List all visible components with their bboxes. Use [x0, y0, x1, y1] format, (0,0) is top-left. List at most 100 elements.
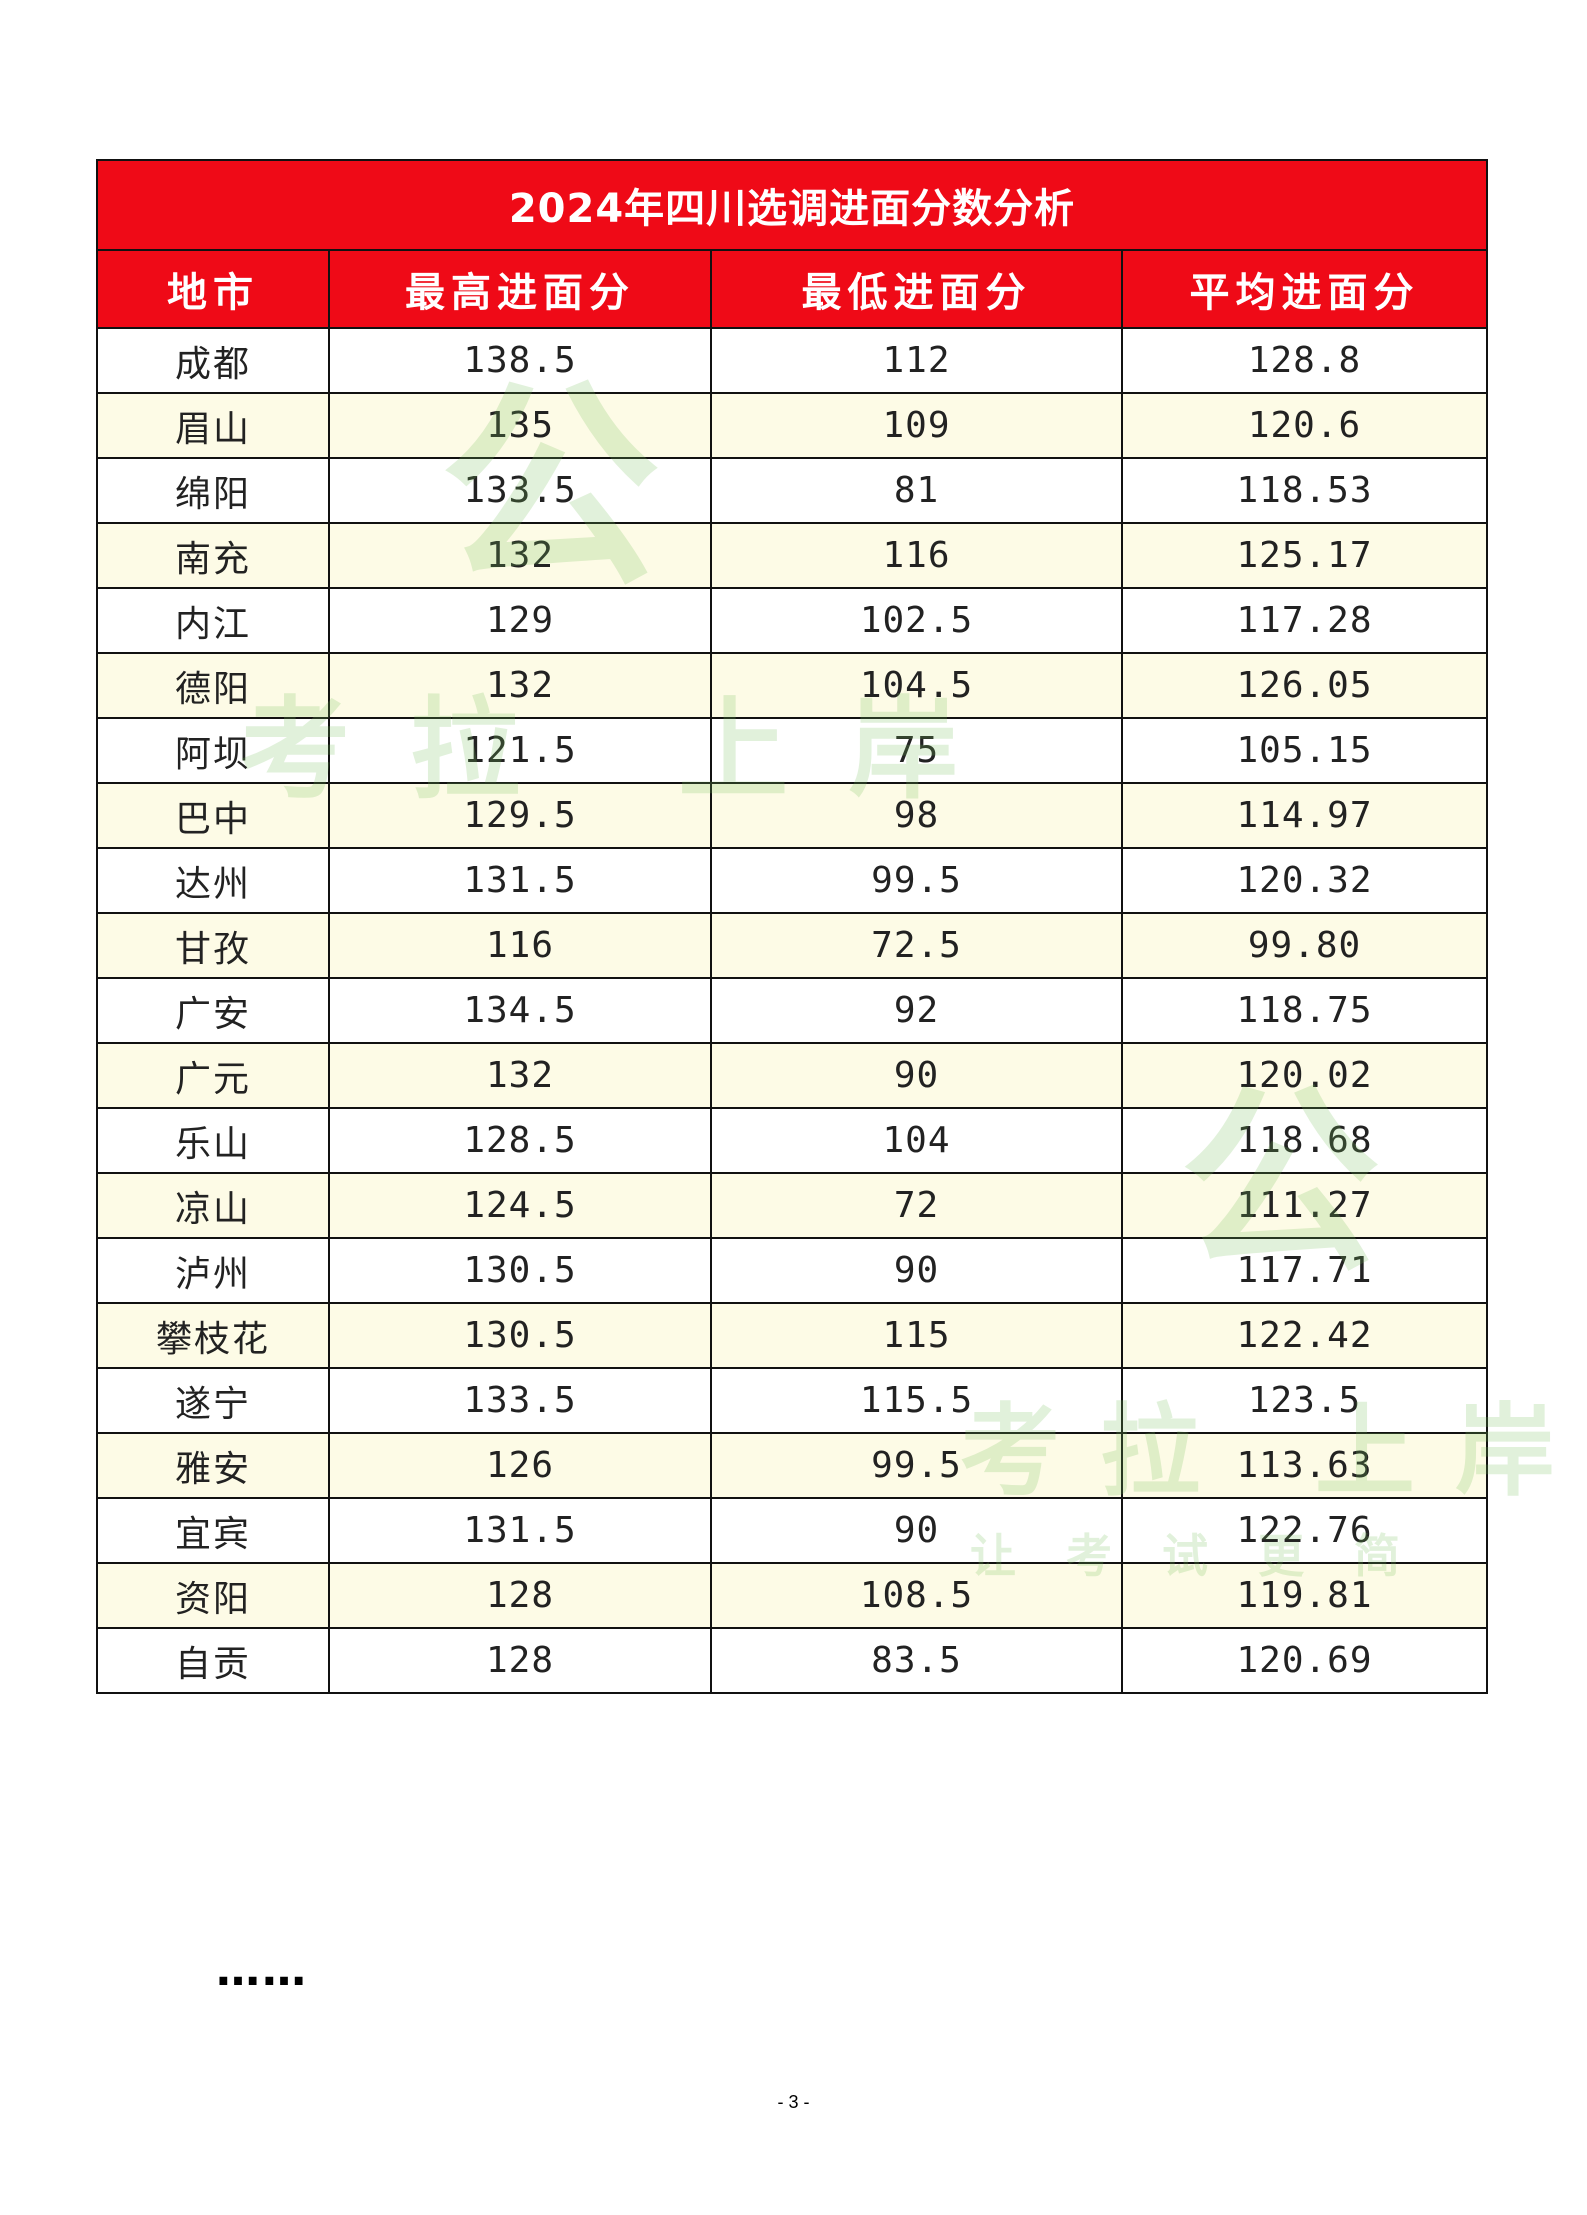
city-cell: 甘孜 [96, 912, 330, 979]
min-score-cell: 72 [710, 1172, 1123, 1239]
min-score-cell: 81 [710, 457, 1123, 524]
max-score-cell: 129.5 [328, 782, 712, 849]
table-row: 成都 138.5 112 128.8 [96, 327, 1489, 394]
min-score-cell: 90 [710, 1497, 1123, 1564]
min-score-cell: 83.5 [710, 1627, 1123, 1694]
city-cell: 广安 [96, 977, 330, 1044]
table-title: 2024年四川选调进面分数分析 [95, 159, 1489, 251]
table-row: 南充 132 116 125.17 [96, 522, 1489, 589]
city-cell: 巴中 [96, 782, 330, 849]
city-cell: 乐山 [96, 1107, 330, 1174]
avg-score-cell: 113.63 [1120, 1432, 1489, 1499]
table-row: 内江 129 102.5 117.28 [96, 587, 1489, 654]
avg-score-cell: 117.28 [1120, 587, 1489, 654]
ellipsis: …… [216, 1945, 308, 1996]
min-score-cell: 112 [710, 327, 1123, 394]
table-row: 达州 131.5 99.5 120.32 [96, 847, 1489, 914]
city-cell: 德阳 [96, 652, 330, 719]
min-score-cell: 98 [710, 782, 1123, 849]
max-score-cell: 130.5 [328, 1237, 712, 1304]
column-header-max-score: 最高进面分 [328, 249, 712, 329]
table-row: 宜宾 131.5 90 122.76 [96, 1497, 1489, 1564]
city-cell: 南充 [96, 522, 330, 589]
max-score-cell: 124.5 [328, 1172, 712, 1239]
max-score-cell: 133.5 [328, 1367, 712, 1434]
min-score-cell: 109 [710, 392, 1123, 459]
min-score-cell: 92 [710, 977, 1123, 1044]
city-cell: 阿坝 [96, 717, 330, 784]
city-cell: 雅安 [96, 1432, 330, 1499]
max-score-cell: 128 [328, 1627, 712, 1694]
table-row: 德阳 132 104.5 126.05 [96, 652, 1489, 719]
min-score-cell: 75 [710, 717, 1123, 784]
city-cell: 攀枝花 [96, 1302, 330, 1369]
table-row: 巴中 129.5 98 114.97 [96, 782, 1489, 849]
city-cell: 遂宁 [96, 1367, 330, 1434]
min-score-cell: 116 [710, 522, 1123, 589]
max-score-cell: 129 [328, 587, 712, 654]
page-number: - 3 - [777, 2092, 810, 2112]
max-score-cell: 128 [328, 1562, 712, 1629]
table-row: 攀枝花 130.5 115 122.42 [96, 1302, 1489, 1369]
avg-score-cell: 120.69 [1120, 1627, 1489, 1694]
max-score-cell: 132 [328, 652, 712, 719]
city-cell: 达州 [96, 847, 330, 914]
table-row: 遂宁 133.5 115.5 123.5 [96, 1367, 1489, 1434]
table-row: 甘孜 116 72.5 99.80 [96, 912, 1489, 979]
city-cell: 广元 [96, 1042, 330, 1109]
table-row: 资阳 128 108.5 119.81 [96, 1562, 1489, 1629]
max-score-cell: 128.5 [328, 1107, 712, 1174]
city-cell: 泸州 [96, 1237, 330, 1304]
table-row: 雅安 126 99.5 113.63 [96, 1432, 1489, 1499]
max-score-cell: 132 [328, 522, 712, 589]
score-table: 2024年四川选调进面分数分析 地市 最高进面分 最低进面分 平均进面分 成都 1… [95, 159, 1489, 1694]
avg-score-cell: 126.05 [1120, 652, 1489, 719]
avg-score-cell: 125.17 [1120, 522, 1489, 589]
avg-score-cell: 118.53 [1120, 457, 1489, 524]
max-score-cell: 133.5 [328, 457, 712, 524]
max-score-cell: 138.5 [328, 327, 712, 394]
table-row: 绵阳 133.5 81 118.53 [96, 457, 1489, 524]
max-score-cell: 135 [328, 392, 712, 459]
avg-score-cell: 118.68 [1120, 1107, 1489, 1174]
table-body: 成都 138.5 112 128.8 眉山 135 109 120.6 绵阳 133.5 81 118… [96, 327, 1489, 1694]
avg-score-cell: 99.80 [1120, 912, 1489, 979]
min-score-cell: 99.5 [710, 847, 1123, 914]
avg-score-cell: 120.6 [1120, 392, 1489, 459]
avg-score-cell: 122.42 [1120, 1302, 1489, 1369]
avg-score-cell: 105.15 [1120, 717, 1489, 784]
max-score-cell: 134.5 [328, 977, 712, 1044]
column-header-min-score: 最低进面分 [710, 249, 1123, 329]
max-score-cell: 121.5 [328, 717, 712, 784]
min-score-cell: 99.5 [710, 1432, 1123, 1499]
table-row: 乐山 128.5 104 118.68 [96, 1107, 1489, 1174]
city-cell: 内江 [96, 587, 330, 654]
max-score-cell: 130.5 [328, 1302, 712, 1369]
table-row: 阿坝 121.5 75 105.15 [96, 717, 1489, 784]
avg-score-cell: 118.75 [1120, 977, 1489, 1044]
table-row: 广安 134.5 92 118.75 [96, 977, 1489, 1044]
table-row: 广元 132 90 120.02 [96, 1042, 1489, 1109]
city-cell: 自贡 [96, 1627, 330, 1694]
min-score-cell: 108.5 [710, 1562, 1123, 1629]
avg-score-cell: 128.8 [1120, 327, 1489, 394]
max-score-cell: 126 [328, 1432, 712, 1499]
table-row: 自贡 128 83.5 120.69 [96, 1627, 1489, 1694]
max-score-cell: 132 [328, 1042, 712, 1109]
min-score-cell: 90 [710, 1237, 1123, 1304]
table-row: 眉山 135 109 120.6 [96, 392, 1489, 459]
min-score-cell: 115 [710, 1302, 1123, 1369]
min-score-cell: 115.5 [710, 1367, 1123, 1434]
avg-score-cell: 119.81 [1120, 1562, 1489, 1629]
max-score-cell: 131.5 [328, 1497, 712, 1564]
min-score-cell: 104 [710, 1107, 1123, 1174]
table-row: 凉山 124.5 72 111.27 [96, 1172, 1489, 1239]
table-row: 泸州 130.5 90 117.71 [96, 1237, 1489, 1304]
avg-score-cell: 120.32 [1120, 847, 1489, 914]
max-score-cell: 116 [328, 912, 712, 979]
city-cell: 凉山 [96, 1172, 330, 1239]
min-score-cell: 102.5 [710, 587, 1123, 654]
city-cell: 成都 [96, 327, 330, 394]
min-score-cell: 104.5 [710, 652, 1123, 719]
city-cell: 资阳 [96, 1562, 330, 1629]
